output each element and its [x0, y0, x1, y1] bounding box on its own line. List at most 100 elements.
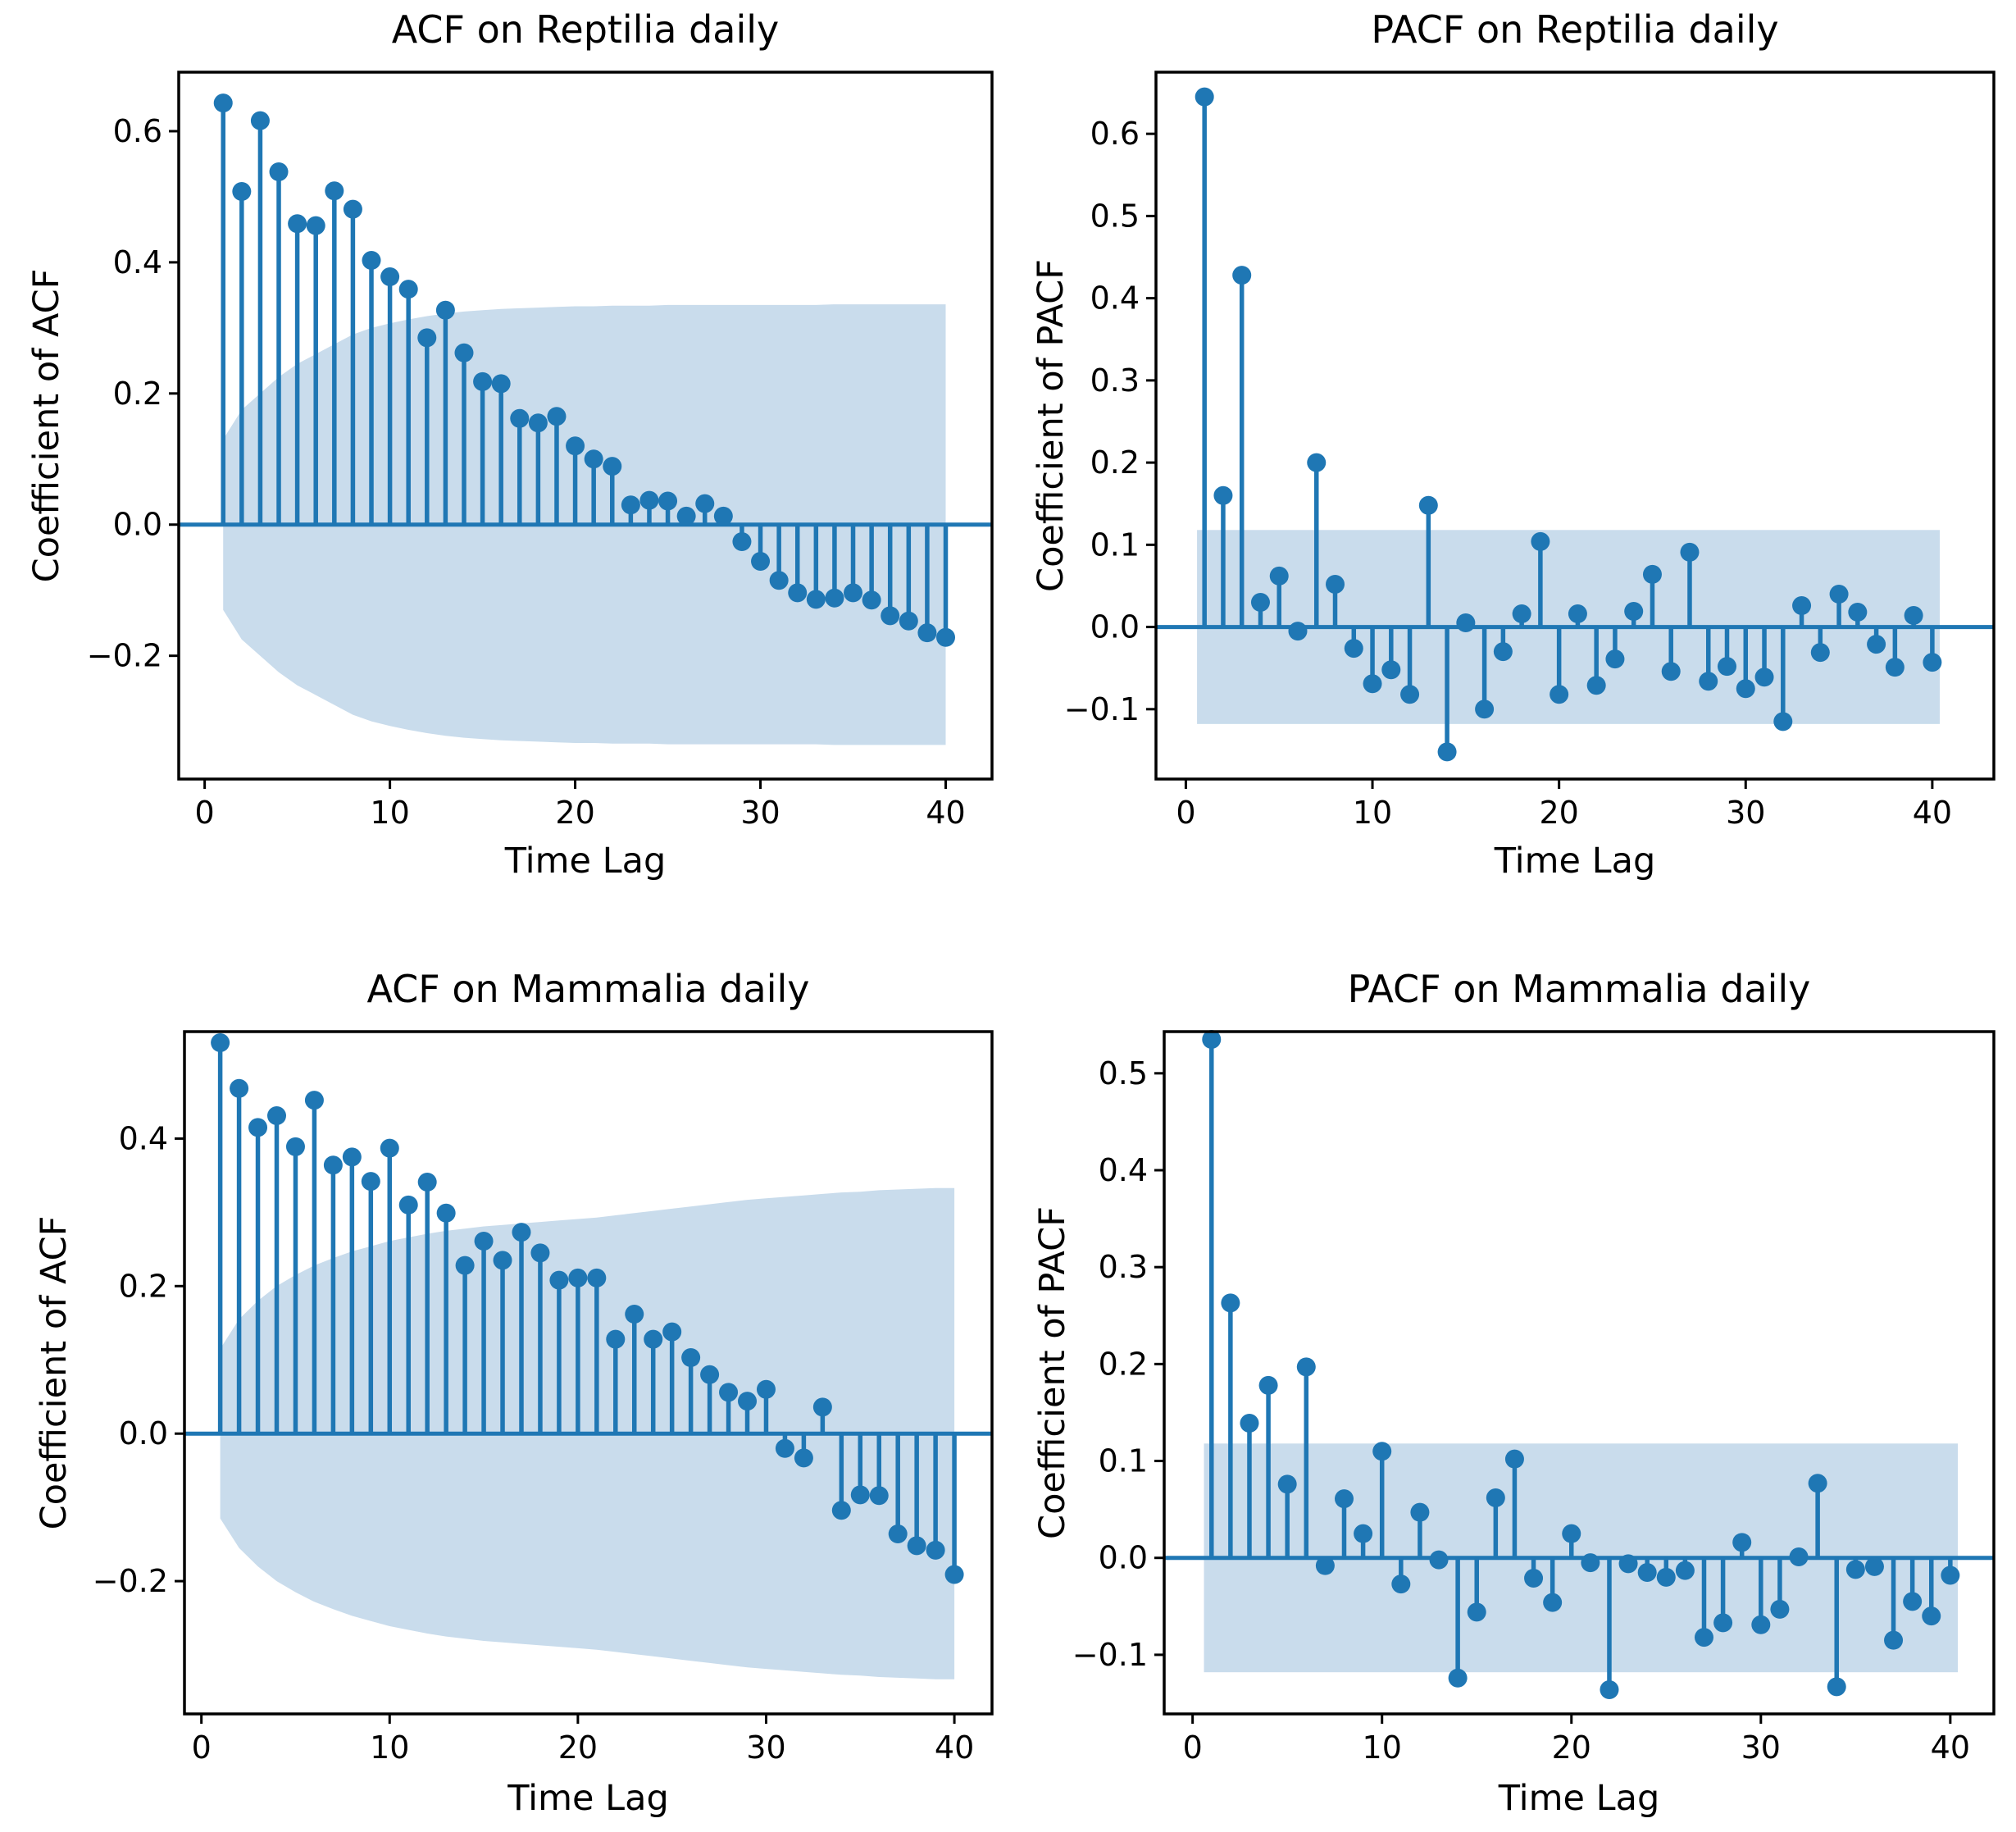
- data-point: [1718, 657, 1737, 677]
- x-tick-label: 20: [555, 795, 594, 831]
- data-point: [806, 590, 826, 609]
- data-point: [1221, 1293, 1240, 1313]
- data-point: [1637, 1562, 1657, 1582]
- data-point: [568, 1268, 588, 1287]
- data-point: [621, 495, 640, 515]
- data-point: [1372, 1442, 1392, 1461]
- data-point: [1354, 1524, 1373, 1543]
- data-point: [1754, 668, 1774, 687]
- y-ticks: 0.6 0.4 0.2 0.0 −0.2: [87, 113, 179, 674]
- data-point: [1808, 1474, 1827, 1493]
- data-point: [719, 1383, 739, 1402]
- chart-title: PACF on Mammalia daily: [1347, 967, 1811, 1011]
- acf-mammalia-plot: 0 10 20 30 40 0.4 0.2 0.0 −0.2: [93, 1030, 994, 1766]
- data-point: [1467, 1602, 1486, 1622]
- markers-group: [213, 93, 956, 647]
- x-tick-label: 20: [1552, 1729, 1591, 1766]
- data-point: [530, 1243, 550, 1263]
- data-point: [1344, 639, 1363, 659]
- data-point: [1751, 1615, 1771, 1634]
- data-point: [1884, 1630, 1904, 1650]
- chart-title: ACF on Mammalia daily: [366, 967, 810, 1011]
- data-point: [1656, 1567, 1676, 1587]
- axes-spines: [1163, 1030, 1996, 1716]
- data-point: [1732, 1533, 1752, 1552]
- data-point: [1885, 658, 1905, 677]
- data-point: [474, 1231, 494, 1251]
- data-point: [700, 1365, 720, 1384]
- y-tick-label: 0.6: [1090, 116, 1140, 152]
- x-ticks: 0 10 20 30 40: [1176, 779, 1952, 831]
- data-point: [547, 407, 567, 426]
- data-point: [1315, 1556, 1335, 1575]
- x-tick-label: 30: [1741, 1729, 1781, 1766]
- data-point: [751, 552, 771, 572]
- data-point: [285, 1137, 305, 1156]
- data-point: [775, 1438, 794, 1458]
- data-point: [1923, 653, 1942, 672]
- pacf-mammalia-plot: 0 10 20 30 40 0.5 0.4 0.3 0.2 0.1 0.0 −0.1: [1072, 1029, 1996, 1766]
- data-point: [323, 1155, 343, 1175]
- data-point: [1562, 1524, 1581, 1543]
- data-point: [732, 532, 752, 552]
- x-tick-label: 20: [558, 1729, 598, 1766]
- data-point: [1524, 1569, 1544, 1588]
- data-point: [1904, 606, 1923, 626]
- data-point: [473, 371, 493, 391]
- data-point: [1773, 712, 1793, 731]
- axes-spines: [1154, 71, 1996, 781]
- data-point: [1307, 453, 1327, 472]
- data-point: [436, 1203, 456, 1223]
- data-point: [342, 1147, 362, 1167]
- axes-spines: [183, 1030, 994, 1716]
- y-tick-label: 0.4: [119, 1120, 168, 1156]
- data-point: [1277, 1474, 1297, 1494]
- data-point: [211, 1032, 230, 1052]
- data-point: [658, 491, 678, 511]
- data-point: [1941, 1565, 1960, 1585]
- data-point: [587, 1268, 607, 1287]
- data-point: [1512, 604, 1531, 624]
- data-point: [825, 588, 844, 608]
- pacf-reptilia-plot: 0 10 20 30 40 0.6 0.5 0.4 0.3 0.2 0.1 0.0 −0.1: [1064, 71, 1996, 831]
- data-point: [713, 506, 733, 526]
- y-tick-label: −0.1: [1064, 691, 1140, 727]
- y-tick-label: 0.2: [1099, 1346, 1148, 1382]
- data-point: [380, 1138, 399, 1158]
- data-point: [1504, 1449, 1524, 1469]
- data-point: [1363, 674, 1382, 694]
- data-point: [304, 1091, 324, 1110]
- data-point: [1618, 1554, 1638, 1574]
- x-tick-label: 0: [195, 795, 215, 831]
- x-axis-label: Time Lag: [1494, 841, 1656, 882]
- x-axis-label: Time Lag: [507, 1778, 669, 1819]
- data-point: [398, 1195, 418, 1214]
- x-tick-label: 40: [1913, 795, 1952, 831]
- x-tick-label: 20: [1539, 795, 1578, 831]
- data-point: [1448, 1668, 1468, 1688]
- data-point: [1829, 584, 1849, 604]
- data-point: [1581, 1553, 1600, 1573]
- data-point: [1550, 685, 1569, 704]
- y-tick-label: 0.0: [1099, 1540, 1148, 1576]
- data-point: [769, 571, 789, 590]
- data-point: [362, 250, 381, 270]
- data-point: [1288, 622, 1308, 641]
- data-point: [862, 590, 881, 610]
- y-tick-label: 0.2: [119, 1268, 168, 1304]
- data-point: [1195, 87, 1214, 107]
- data-point: [1240, 1413, 1259, 1433]
- data-point: [756, 1379, 776, 1399]
- data-point: [1845, 1560, 1865, 1579]
- data-point: [250, 111, 270, 130]
- data-point: [899, 611, 918, 631]
- data-point: [417, 328, 437, 348]
- data-point: [343, 199, 362, 219]
- x-tick-label: 0: [1176, 795, 1195, 831]
- data-point: [361, 1172, 380, 1192]
- data-point: [812, 1397, 832, 1417]
- data-point: [510, 408, 530, 428]
- y-axis-label: Coefficient of PACF: [1032, 1206, 1073, 1539]
- data-point: [528, 413, 548, 433]
